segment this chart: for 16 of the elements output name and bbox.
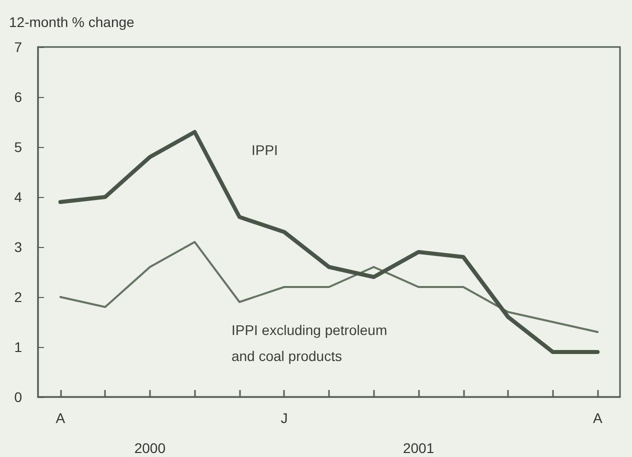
x-tick-label: A xyxy=(56,410,66,426)
text: IPPI xyxy=(251,142,278,158)
text: 2001 xyxy=(402,440,434,456)
y-tick-label: 7 xyxy=(14,39,22,55)
y-tick-label: 4 xyxy=(14,189,22,205)
y-tick-label: 5 xyxy=(14,139,22,155)
y-tick-label: 3 xyxy=(14,239,22,255)
series-label: IPPI excluding petroleum and coal products xyxy=(231,322,388,364)
x-tick-label: J xyxy=(280,410,288,426)
y-tick-label: 2 xyxy=(14,289,22,305)
y-tick-label: 1 xyxy=(14,339,22,355)
text: 2000 xyxy=(134,440,166,456)
y-axis-title: 12-month % change xyxy=(9,14,135,30)
x-tick-label: A xyxy=(592,410,603,426)
y-tick-label: 6 xyxy=(14,89,22,105)
y-tick-label: 0 xyxy=(14,389,22,405)
